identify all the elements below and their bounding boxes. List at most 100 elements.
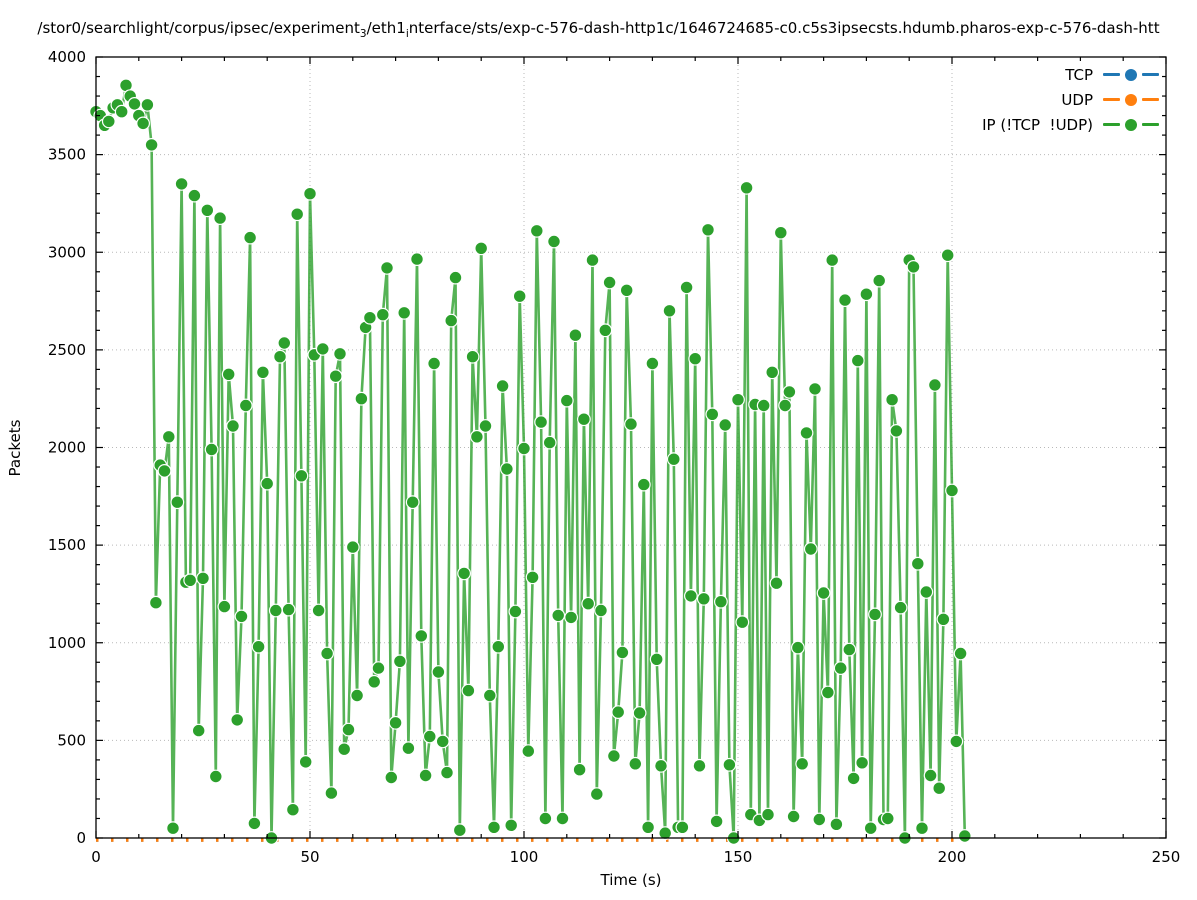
x-tick-label: 150 xyxy=(724,848,753,866)
data-point xyxy=(928,378,942,392)
data-point xyxy=(949,734,964,749)
data-point xyxy=(444,313,459,328)
data-point xyxy=(624,417,638,432)
data-point xyxy=(440,765,454,780)
title-text: /stor0/searchlight/corpus/ipsec/experime… xyxy=(37,19,360,37)
data-point xyxy=(303,186,317,201)
data-point xyxy=(388,715,403,730)
legend-dash-icon xyxy=(1103,98,1120,101)
data-point xyxy=(148,595,163,610)
y-tick-label: 1000 xyxy=(48,634,86,652)
data-point xyxy=(127,96,142,111)
data-point xyxy=(448,270,463,285)
data-point xyxy=(577,412,591,427)
data-point xyxy=(324,786,339,800)
data-point xyxy=(281,602,296,617)
data-point xyxy=(953,646,968,661)
legend-swatch-ip-icon xyxy=(1103,118,1159,131)
data-point xyxy=(932,781,947,796)
data-point xyxy=(452,823,467,838)
y-tick-label: 1500 xyxy=(48,536,86,554)
data-point xyxy=(850,353,865,368)
data-point xyxy=(140,97,155,112)
data-point xyxy=(594,603,608,618)
x-axis-label: Time (s) xyxy=(600,871,662,889)
data-point xyxy=(414,629,429,643)
data-point xyxy=(311,603,326,618)
data-point xyxy=(397,305,412,320)
legend-entry-udp: UDP xyxy=(1061,89,1159,110)
data-point xyxy=(504,818,519,833)
data-point xyxy=(821,685,835,700)
data-point xyxy=(491,639,506,654)
data-point xyxy=(701,222,715,237)
data-point xyxy=(923,768,938,783)
legend-entry-ip: IP (!TCP !UDP) xyxy=(982,114,1159,135)
legend-dash-icon xyxy=(1103,73,1120,76)
data-point xyxy=(885,392,899,407)
data-point xyxy=(679,280,694,295)
data-point xyxy=(641,820,655,835)
data-point xyxy=(709,814,724,829)
data-point xyxy=(662,303,677,318)
data-point xyxy=(718,418,733,432)
y-tick-label: 2500 xyxy=(48,341,86,359)
data-point xyxy=(739,180,754,195)
data-point xyxy=(328,369,343,384)
title-subscript: 3 xyxy=(359,28,367,40)
data-point xyxy=(816,586,831,600)
data-point xyxy=(478,419,493,433)
y-tick-label: 2000 xyxy=(48,439,86,457)
data-point xyxy=(384,770,399,785)
data-point xyxy=(598,323,613,338)
x-tick-label: 250 xyxy=(1152,848,1181,866)
data-point xyxy=(461,683,476,698)
data-point xyxy=(654,758,668,773)
data-point xyxy=(906,260,921,274)
data-point xyxy=(910,556,925,571)
data-point xyxy=(808,382,822,396)
data-point xyxy=(144,137,159,152)
data-point xyxy=(226,419,240,433)
data-point xyxy=(731,392,745,407)
data-point xyxy=(765,365,780,380)
y-tick-label: 500 xyxy=(57,731,86,749)
data-point xyxy=(799,426,814,440)
legend-label-udp: UDP xyxy=(1061,90,1093,109)
data-point xyxy=(465,349,480,364)
data-point xyxy=(688,351,703,366)
legend-label-tcp: TCP xyxy=(1065,65,1093,84)
data-point xyxy=(803,542,818,556)
data-point xyxy=(204,442,219,457)
data-point xyxy=(251,639,266,654)
data-point xyxy=(675,820,690,835)
data-point xyxy=(101,114,116,129)
data-point xyxy=(187,188,202,203)
legend-point-icon xyxy=(1125,118,1137,131)
y-tick-label: 0 xyxy=(76,829,86,847)
data-point xyxy=(166,821,180,836)
data-point xyxy=(769,576,784,591)
data-point xyxy=(696,591,711,606)
data-point xyxy=(337,742,352,757)
data-point xyxy=(238,398,253,413)
data-point xyxy=(859,287,874,302)
data-point xyxy=(542,435,557,450)
data-point xyxy=(191,723,206,738)
data-point xyxy=(247,816,262,831)
data-point xyxy=(825,253,840,268)
data-point xyxy=(714,594,728,609)
title-text: nterface/sts/exp-c-576-dash-http1c/16467… xyxy=(408,19,1160,37)
data-point xyxy=(482,688,497,703)
data-point xyxy=(298,755,313,769)
x-tick-label: 0 xyxy=(91,848,101,866)
data-point xyxy=(568,328,583,343)
legend-point-icon xyxy=(1125,68,1137,81)
data-point xyxy=(782,385,797,399)
data-point xyxy=(495,379,510,393)
y-axis-label: Packets xyxy=(6,419,24,477)
data-point xyxy=(589,787,604,801)
data-point xyxy=(547,234,561,249)
legend-entry-tcp: TCP xyxy=(1065,64,1159,85)
